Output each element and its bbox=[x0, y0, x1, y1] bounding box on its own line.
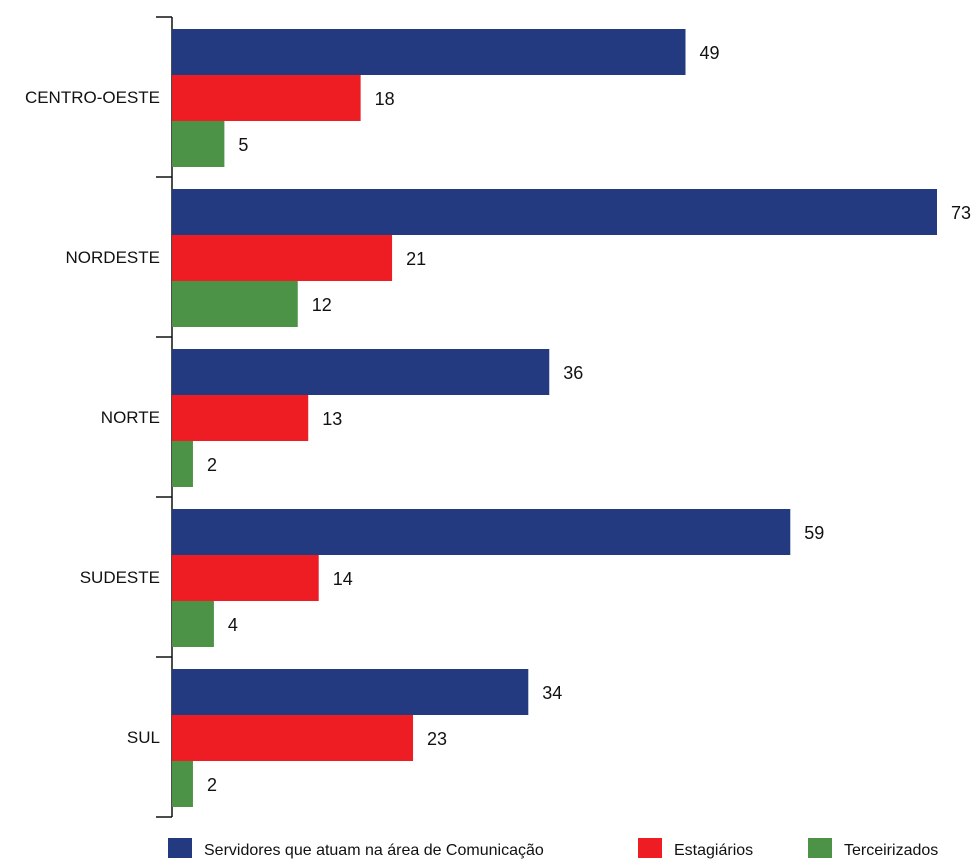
legend-label-estagiarios: Estagiários bbox=[674, 842, 754, 859]
category-label: CENTRO-OESTE bbox=[25, 88, 160, 107]
legend-item-estagiarios: Estagiários bbox=[638, 838, 754, 859]
data-label: 34 bbox=[542, 683, 562, 703]
bar bbox=[172, 189, 937, 235]
data-label: 23 bbox=[427, 729, 447, 749]
category-label: SUDESTE bbox=[80, 568, 160, 587]
legend-item-servidores: Servidores que atuam na área de Comunica… bbox=[168, 838, 544, 859]
legend-label-terceirizados: Terceirizados bbox=[844, 842, 939, 859]
bar bbox=[172, 395, 309, 441]
bar bbox=[172, 715, 414, 761]
bar bbox=[172, 761, 193, 807]
data-label: 2 bbox=[207, 455, 217, 475]
legend-item-terceirizados: Terceirizados bbox=[808, 838, 939, 859]
data-label: 21 bbox=[406, 249, 426, 269]
bar bbox=[172, 121, 225, 167]
bar bbox=[172, 349, 550, 395]
data-label: 5 bbox=[238, 135, 248, 155]
bar bbox=[172, 281, 298, 327]
legend-swatch-servidores bbox=[168, 838, 192, 858]
legend-label-servidores: Servidores que atuam na área de Comunica… bbox=[204, 842, 544, 859]
data-label: 36 bbox=[563, 363, 583, 383]
bar-chart: CENTRO-OESTE 49 18 5 NORDESTE 73 21 12 NORTE 36 13… bbox=[25, 16, 971, 818]
legend: Servidores que atuam na área de Comunica… bbox=[0, 830, 980, 860]
data-label: 4 bbox=[228, 615, 238, 635]
bars bbox=[172, 29, 937, 807]
category-label: NORTE bbox=[101, 408, 160, 427]
data-label: 2 bbox=[207, 775, 217, 795]
bar bbox=[172, 555, 319, 601]
data-label: 14 bbox=[333, 569, 353, 589]
bar bbox=[172, 75, 361, 121]
data-label: 73 bbox=[951, 203, 971, 223]
data-label: 13 bbox=[322, 409, 342, 429]
data-label: 59 bbox=[804, 523, 824, 543]
data-label: 49 bbox=[699, 43, 719, 63]
data-label: 12 bbox=[312, 295, 332, 315]
bar bbox=[172, 669, 529, 715]
bar bbox=[172, 601, 214, 647]
legend-swatch-terceirizados bbox=[808, 838, 832, 858]
labels: CENTRO-OESTE 49 18 5 NORDESTE 73 21 12 NORTE 36 13… bbox=[25, 43, 971, 795]
bar bbox=[172, 441, 193, 487]
legend-swatch-estagiarios bbox=[638, 838, 662, 858]
bar bbox=[172, 509, 791, 555]
bar bbox=[172, 235, 393, 281]
data-label: 18 bbox=[375, 89, 395, 109]
bar bbox=[172, 29, 686, 75]
category-label: SUL bbox=[127, 728, 160, 747]
category-label: NORDESTE bbox=[66, 248, 160, 267]
